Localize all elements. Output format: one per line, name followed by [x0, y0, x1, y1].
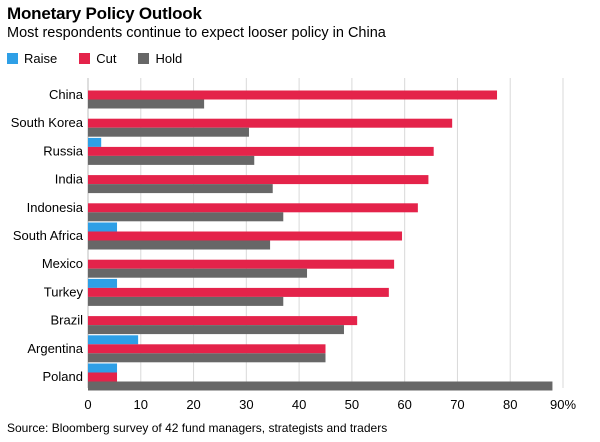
category-label-south-africa: South Africa: [13, 228, 84, 243]
bar-cut-indonesia: [88, 203, 418, 213]
category-label-poland: Poland: [43, 369, 83, 384]
category-label-indonesia: Indonesia: [27, 200, 84, 215]
bar-cut-china: [88, 90, 498, 100]
legend-swatch-cut: [79, 53, 91, 64]
chart-title: Monetary Policy Outlook: [7, 4, 202, 23]
legend-item-hold: Hold: [138, 51, 182, 66]
bar-hold-turkey: [88, 296, 284, 306]
bar-cut-poland: [88, 372, 118, 382]
bar-raise-poland: [88, 363, 118, 373]
legend-label-hold: Hold: [155, 51, 183, 66]
bar-raise-russia: [88, 137, 102, 147]
bar-raise-turkey: [88, 278, 118, 288]
bar-cut-south-korea: [88, 118, 453, 128]
bar-cut-india: [88, 175, 429, 185]
legend-label-raise: Raise: [24, 51, 58, 66]
bar-cut-turkey: [88, 287, 389, 297]
category-label-china: China: [49, 87, 84, 102]
category-label-russia: Russia: [43, 143, 84, 158]
bar-hold-brazil: [88, 325, 344, 335]
legend-swatch-hold: [138, 53, 150, 64]
category-label-brazil: Brazil: [50, 313, 83, 328]
bar-cut-brazil: [88, 316, 358, 326]
legend-item-raise: Raise: [7, 51, 57, 66]
bar-hold-south-korea: [88, 127, 249, 137]
legend-item-cut: Cut: [79, 51, 116, 66]
source-note: Source: Bloomberg survey of 42 fund mana…: [7, 421, 388, 435]
x-tick-label-3: 30: [239, 397, 253, 412]
bar-raise-south-africa: [88, 222, 118, 232]
legend-label-cut: Cut: [96, 51, 117, 66]
x-tick-label-6: 60: [397, 397, 411, 412]
x-tick-label-5: 50: [345, 397, 359, 412]
category-label-india: India: [55, 172, 84, 187]
bar-raise-argentina: [88, 335, 139, 345]
x-tick-label-9: 90%: [550, 397, 576, 412]
bar-cut-mexico: [88, 259, 395, 269]
bar-hold-mexico: [88, 268, 308, 278]
category-label-south-korea: South Korea: [11, 115, 84, 130]
bar-cut-south-africa: [88, 231, 403, 241]
bar-hold-india: [88, 184, 273, 194]
legend-swatch-raise: [7, 53, 18, 64]
bar-chart: 0 10 20 30 40 50 60 70 80 90% China South Korea Russ…: [11, 78, 576, 412]
category-label-argentina: Argentina: [27, 341, 83, 356]
bar-hold-argentina: [88, 353, 326, 363]
bar-hold-south-africa: [88, 240, 271, 250]
bar-hold-indonesia: [88, 212, 284, 222]
x-tick-label-8: 80: [503, 397, 517, 412]
x-tick-label-4: 40: [292, 397, 306, 412]
category-label-turkey: Turkey: [44, 284, 84, 299]
bar-cut-russia: [88, 146, 434, 156]
x-tick-label-0: 0: [84, 397, 91, 412]
bar-hold-china: [88, 99, 205, 109]
x-tick-label-7: 70: [450, 397, 464, 412]
x-tick-label-1: 10: [134, 397, 148, 412]
legend: Raise Cut Hold: [7, 51, 204, 66]
bar-hold-poland: [88, 381, 553, 391]
x-tick-label-2: 20: [186, 397, 200, 412]
category-label-mexico: Mexico: [42, 256, 83, 271]
bar-cut-argentina: [88, 344, 326, 354]
chart-subtitle: Most respondents continue to expect loos…: [7, 25, 386, 41]
bar-hold-russia: [88, 155, 255, 165]
